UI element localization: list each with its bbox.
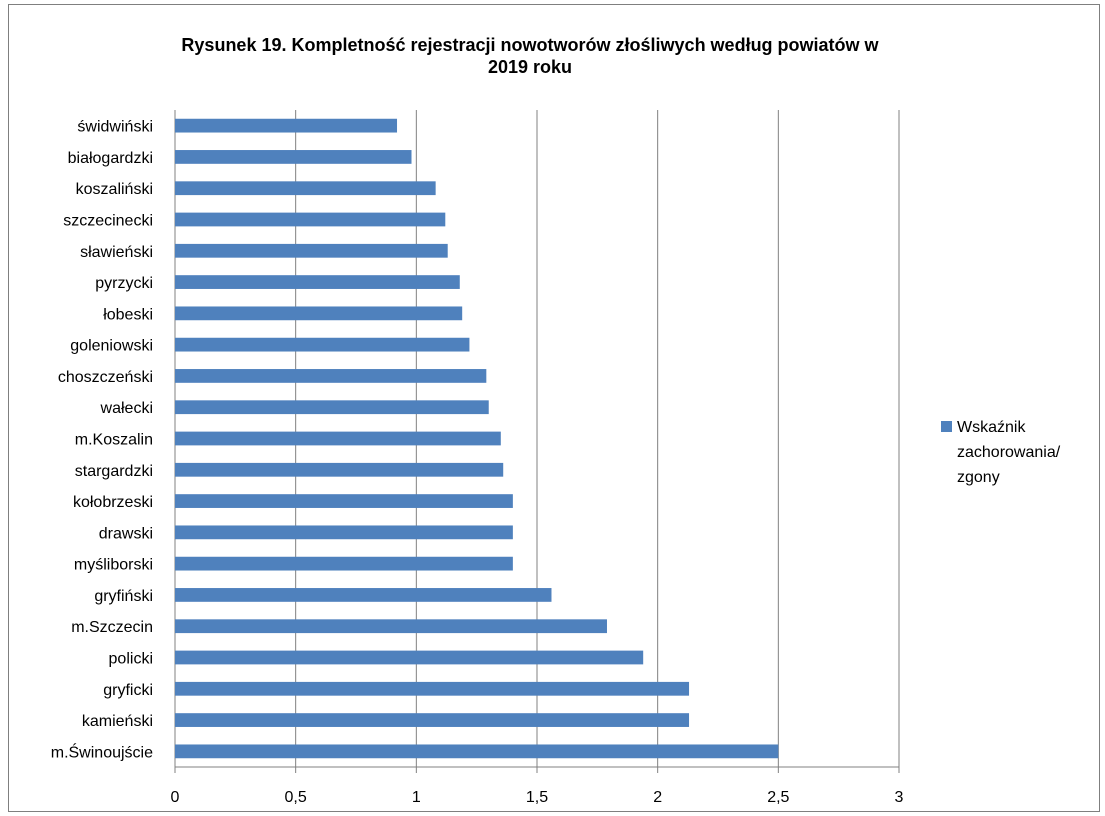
bar-14 bbox=[175, 556, 513, 571]
category-label-20: m.Świnoujście bbox=[51, 742, 153, 761]
x-tick-label-5: 2,5 bbox=[767, 789, 789, 806]
chart-title: Rysunek 19. Kompletność rejestracji nowo… bbox=[80, 34, 980, 78]
x-tick-label-1: 0,5 bbox=[285, 789, 307, 806]
category-labels: świdwiński białogardzki koszaliński szczeci… bbox=[51, 119, 153, 762]
category-label-4: sławieński bbox=[80, 244, 153, 261]
legend-swatch bbox=[941, 421, 952, 432]
x-tick-label-0: 0 bbox=[171, 789, 180, 806]
x-tick-label-4: 2 bbox=[653, 789, 662, 806]
bar-17 bbox=[175, 650, 644, 665]
x-tick-labels: 0 0,5 1 1,5 2 2,5 3 bbox=[171, 789, 904, 806]
category-label-9: wałecki bbox=[100, 400, 153, 417]
bar-0 bbox=[175, 118, 398, 133]
legend-label-line-1: Wskaźnik bbox=[957, 419, 1026, 436]
category-label-10: m.Koszalin bbox=[75, 432, 153, 449]
category-label-6: łobeski bbox=[103, 306, 153, 323]
category-label-1: białogardzki bbox=[68, 150, 153, 167]
category-label-7: goleniowski bbox=[70, 338, 153, 355]
category-label-8: choszczeński bbox=[58, 369, 153, 386]
bar-8 bbox=[175, 369, 487, 383]
bar-11 bbox=[175, 462, 504, 477]
bar-13 bbox=[175, 525, 513, 540]
category-label-13: drawski bbox=[99, 525, 153, 542]
category-label-19: kamieński bbox=[82, 713, 153, 730]
category-label-11: stargardzki bbox=[75, 463, 153, 480]
category-label-12: kołobrzeski bbox=[73, 494, 153, 511]
bar-18 bbox=[175, 681, 690, 696]
category-label-15: gryfiński bbox=[94, 588, 153, 605]
x-tick-label-3: 1,5 bbox=[526, 789, 548, 806]
bar-4 bbox=[175, 243, 448, 258]
bar-5 bbox=[175, 275, 460, 289]
chart-title-line-2: 2019 roku bbox=[487, 57, 573, 77]
category-label-14: myśliborski bbox=[74, 557, 153, 574]
bar-1 bbox=[175, 150, 412, 164]
bar-6 bbox=[175, 306, 463, 321]
category-label-3: szczecinecki bbox=[63, 213, 153, 230]
bar-12 bbox=[175, 494, 513, 508]
category-label-16: m.Szczecin bbox=[71, 619, 153, 636]
bar-7 bbox=[175, 337, 470, 352]
bar-19 bbox=[175, 713, 690, 727]
category-label-17: policki bbox=[109, 651, 153, 668]
category-label-2: koszaliński bbox=[76, 181, 153, 198]
category-label-18: gryficki bbox=[103, 682, 153, 699]
bar-2 bbox=[175, 181, 436, 196]
legend: Wskaźnik zachorowania/zgony bbox=[941, 419, 1061, 486]
bar-3 bbox=[175, 212, 446, 227]
category-label-0: świdwiński bbox=[77, 119, 153, 136]
chart-title-line-1: Rysunek 19. Kompletność rejestracji nowo… bbox=[181, 35, 879, 55]
category-label-5: pyrzycki bbox=[95, 275, 153, 292]
bar-20 bbox=[175, 744, 779, 759]
bar-16 bbox=[175, 619, 607, 634]
bars bbox=[175, 118, 779, 759]
x-tick-label-2: 1 bbox=[412, 789, 421, 806]
bar-9 bbox=[175, 400, 489, 415]
legend-label-line-3: zgony bbox=[957, 469, 1000, 486]
bar-10 bbox=[175, 431, 501, 446]
bar-15 bbox=[175, 588, 552, 602]
x-tick-label-6: 3 bbox=[895, 789, 904, 806]
legend-label-line-2: zachorowania/ bbox=[957, 444, 1061, 461]
